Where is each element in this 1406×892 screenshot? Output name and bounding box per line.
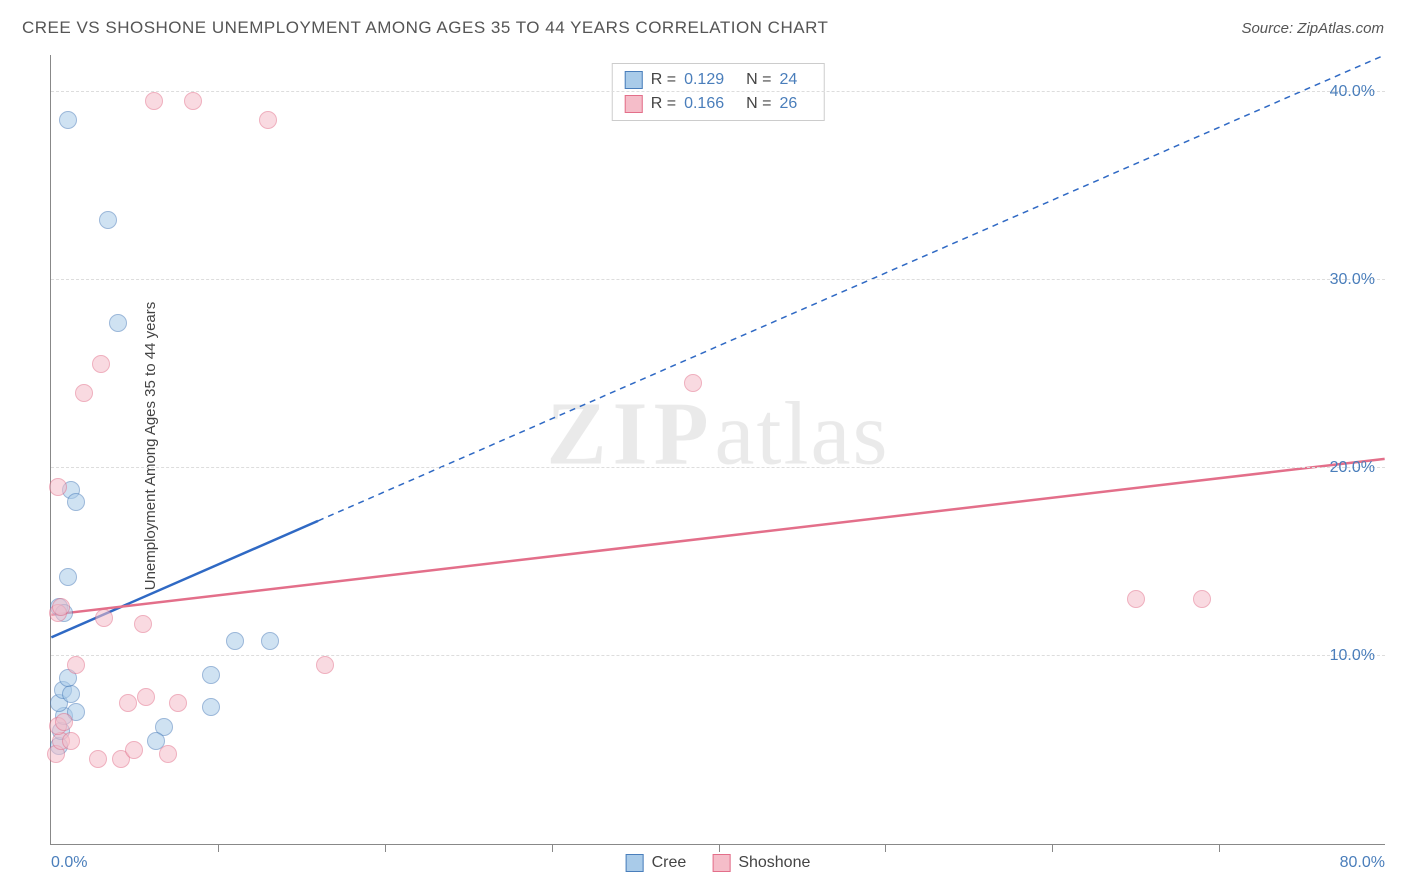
data-point xyxy=(137,688,155,706)
trend-lines xyxy=(51,55,1385,844)
x-axis-end: 80.0% xyxy=(1340,854,1385,872)
n-value-shoshone: 26 xyxy=(779,92,797,116)
gridline xyxy=(51,91,1385,92)
data-point xyxy=(684,374,702,392)
data-point xyxy=(1193,590,1211,608)
legend-item-cree: Cree xyxy=(626,854,687,872)
swatch-shoshone xyxy=(712,854,730,872)
data-point xyxy=(62,732,80,750)
r-label: R = xyxy=(651,92,676,116)
legend-item-shoshone: Shoshone xyxy=(712,854,810,872)
plot-area: ZIPatlas R = 0.129 N = 24 R = 0.166 N = … xyxy=(50,55,1385,845)
source-attribution: Source: ZipAtlas.com xyxy=(1241,20,1384,37)
r-value-cree: 0.129 xyxy=(684,68,724,92)
data-point xyxy=(89,750,107,768)
data-point xyxy=(95,609,113,627)
swatch-shoshone xyxy=(625,95,643,113)
data-point xyxy=(67,493,85,511)
data-point xyxy=(169,694,187,712)
data-point xyxy=(125,741,143,759)
legend-series: Cree Shoshone xyxy=(626,854,811,872)
x-tick xyxy=(885,844,886,852)
x-tick xyxy=(218,844,219,852)
data-point xyxy=(75,384,93,402)
trend-line-solid xyxy=(51,459,1384,615)
swatch-cree xyxy=(625,71,643,89)
data-point xyxy=(184,92,202,110)
data-point xyxy=(109,314,127,332)
x-axis-start: 0.0% xyxy=(51,854,87,872)
gridline xyxy=(51,279,1385,280)
x-tick xyxy=(719,844,720,852)
data-point xyxy=(119,694,137,712)
data-point xyxy=(202,666,220,684)
series-label-cree: Cree xyxy=(652,854,687,872)
trend-line-dashed xyxy=(318,55,1385,521)
swatch-cree xyxy=(626,854,644,872)
legend-stats: R = 0.129 N = 24 R = 0.166 N = 26 xyxy=(612,63,825,121)
legend-stats-row-shoshone: R = 0.166 N = 26 xyxy=(625,92,812,116)
x-tick xyxy=(552,844,553,852)
r-label: R = xyxy=(651,68,676,92)
n-value-cree: 24 xyxy=(779,68,797,92)
y-tick-label: 10.0% xyxy=(1330,647,1375,665)
data-point xyxy=(55,713,73,731)
y-tick-label: 40.0% xyxy=(1330,83,1375,101)
data-point xyxy=(1127,590,1145,608)
data-point xyxy=(159,745,177,763)
x-tick xyxy=(1219,844,1220,852)
data-point xyxy=(99,211,117,229)
y-tick-label: 30.0% xyxy=(1330,271,1375,289)
data-point xyxy=(226,632,244,650)
data-point xyxy=(59,568,77,586)
legend-stats-row-cree: R = 0.129 N = 24 xyxy=(625,68,812,92)
trend-line-solid xyxy=(51,521,318,637)
x-tick xyxy=(385,844,386,852)
data-point xyxy=(92,355,110,373)
gridline xyxy=(51,655,1385,656)
data-point xyxy=(59,111,77,129)
chart-title: CREE VS SHOSHONE UNEMPLOYMENT AMONG AGES… xyxy=(22,18,828,38)
n-label: N = xyxy=(746,92,771,116)
y-tick-label: 20.0% xyxy=(1330,459,1375,477)
data-point xyxy=(145,92,163,110)
data-point xyxy=(134,615,152,633)
data-point xyxy=(316,656,334,674)
data-point xyxy=(259,111,277,129)
data-point xyxy=(261,632,279,650)
x-tick xyxy=(1052,844,1053,852)
r-value-shoshone: 0.166 xyxy=(684,92,724,116)
data-point xyxy=(202,698,220,716)
data-point xyxy=(49,478,67,496)
data-point xyxy=(67,656,85,674)
n-label: N = xyxy=(746,68,771,92)
data-point xyxy=(52,598,70,616)
gridline xyxy=(51,467,1385,468)
series-label-shoshone: Shoshone xyxy=(738,854,810,872)
